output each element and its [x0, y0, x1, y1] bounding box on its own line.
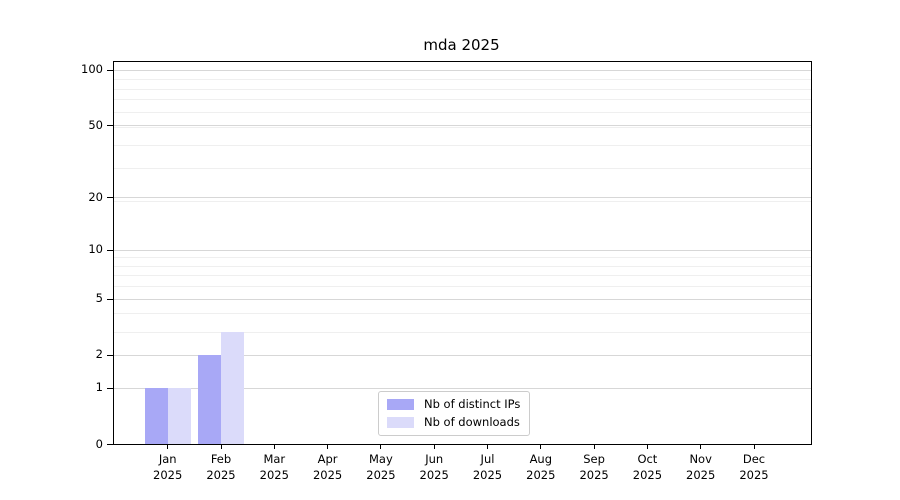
- x-tick-mark: [487, 444, 488, 449]
- x-tick-mark: [273, 444, 275, 449]
- legend-entry-distinct-ips: Nb of distinct IPs: [387, 397, 520, 411]
- gridline-minor: [114, 265, 811, 267]
- legend-label-distinct-ips: Nb of distinct IPs: [424, 397, 521, 411]
- x-tick-mark: [167, 444, 169, 449]
- gridline-major: [114, 249, 811, 251]
- x-tick-label: Mar 2025: [259, 452, 289, 482]
- gridline-major: [114, 298, 811, 300]
- legend-label-downloads: Nb of downloads: [424, 415, 520, 429]
- x-tick-label: May 2025: [366, 452, 396, 482]
- gridline-minor: [114, 70, 811, 72]
- gridline-minor: [114, 79, 811, 80]
- chart-title: mda 2025: [423, 36, 500, 54]
- y-tick-label: 1: [95, 380, 103, 395]
- gridline-major: [114, 197, 811, 199]
- x-tick-mark: [753, 444, 755, 449]
- bar-downloads: [167, 387, 191, 444]
- gridline-minor: [114, 201, 811, 202]
- y-tick-mark: [107, 387, 113, 389]
- bar-distinct-ips: [198, 354, 221, 444]
- gridline-minor: [114, 144, 811, 146]
- x-tick-label: Sep 2025: [579, 452, 609, 482]
- y-tick-mark: [107, 249, 113, 251]
- y-tick-mark: [107, 444, 113, 445]
- gridline-minor: [114, 286, 811, 288]
- x-tick-label: Apr 2025: [312, 452, 343, 482]
- gridline-minor: [114, 99, 811, 101]
- y-tick-mark: [107, 69, 113, 71]
- y-tick-mark: [107, 197, 113, 199]
- y-tick-label: 100: [81, 62, 103, 77]
- x-tick-label: Jun 2025: [419, 452, 449, 482]
- x-tick-mark: [593, 444, 595, 449]
- x-tick-mark: [220, 444, 222, 449]
- gridline-minor: [114, 111, 811, 113]
- x-tick-mark: [380, 444, 382, 449]
- bar-distinct-ips: [144, 387, 168, 444]
- bar-downloads: [221, 331, 244, 444]
- x-tick-mark: [540, 444, 542, 449]
- x-tick-label: Nov 2025: [686, 452, 716, 482]
- legend-swatch-distinct-ips: [387, 398, 414, 410]
- gridline-minor: [114, 257, 811, 259]
- x-tick-label: Dec 2025: [739, 452, 769, 482]
- x-tick-label: Feb 2025: [206, 452, 236, 482]
- gridline-major: [114, 125, 811, 127]
- y-tick-label: 0: [95, 436, 103, 451]
- legend-entry-downloads: Nb of downloads: [387, 415, 520, 429]
- y-tick-label: 50: [88, 117, 103, 132]
- gridline-minor: [114, 313, 811, 315]
- x-tick-label: Oct 2025: [632, 452, 663, 482]
- legend-swatch-downloads: [387, 416, 414, 428]
- y-tick-mark: [107, 298, 113, 300]
- y-tick-mark: [107, 354, 113, 356]
- x-tick-label: Aug 2025: [526, 452, 556, 482]
- gridline-minor: [114, 168, 811, 170]
- x-tick-mark: [327, 444, 329, 449]
- gridline-major: [114, 69, 811, 71]
- gridline-minor: [114, 275, 811, 277]
- gridline-major: [114, 387, 811, 389]
- y-tick-label: 10: [88, 242, 103, 256]
- gridline-major: [114, 354, 811, 356]
- x-tick-label: Jul 2025: [472, 452, 503, 482]
- x-tick-mark: [700, 444, 702, 449]
- gridline-minor: [114, 331, 811, 333]
- y-tick-mark: [107, 125, 113, 127]
- y-tick-label: 5: [95, 291, 103, 306]
- y-tick-label: 2: [95, 347, 103, 362]
- legend: Nb of distinct IPs Nb of downloads: [378, 391, 531, 436]
- x-tick-mark: [646, 444, 648, 449]
- y-tick-label: 20: [88, 189, 103, 204]
- plot-area: Nb of distinct IPs Nb of downloads 0 1 2 5 1…: [81, 61, 812, 482]
- gridline-minor: [114, 88, 811, 90]
- x-tick-mark: [433, 444, 435, 449]
- gridline-minor: [114, 126, 811, 128]
- x-tick-label: Jan 2025: [153, 452, 183, 482]
